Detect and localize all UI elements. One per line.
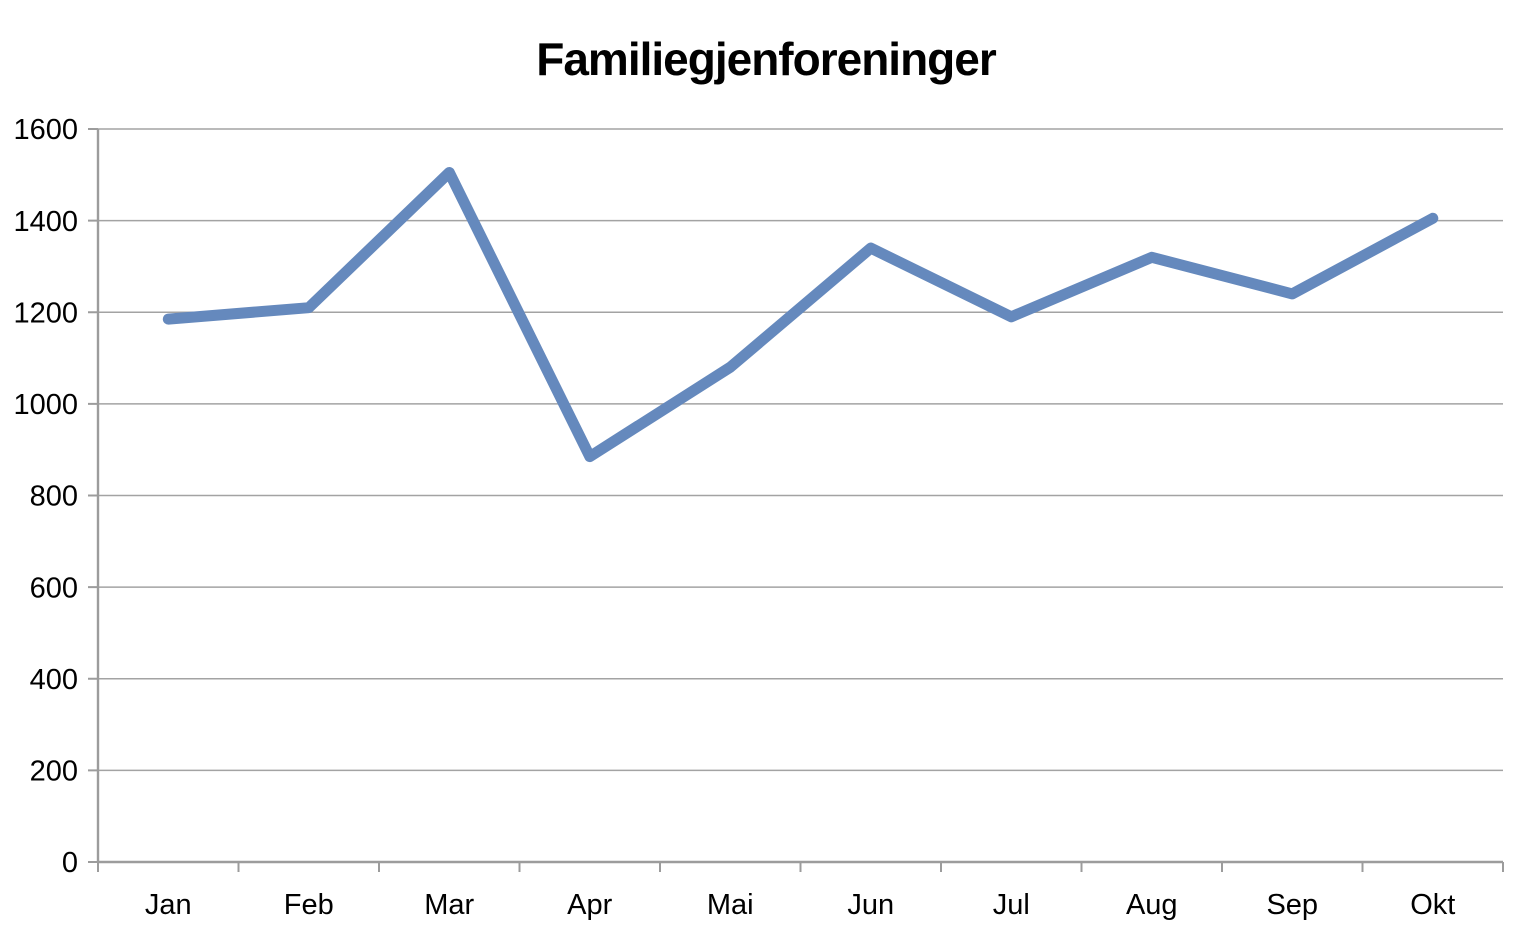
y-axis-label: 1400 — [13, 206, 78, 238]
x-axis-label: Jun — [847, 889, 894, 921]
x-axis-label: Apr — [567, 889, 612, 921]
chart-title: Familiegjenforeninger — [536, 33, 997, 85]
y-axis-label: 0 — [62, 847, 78, 879]
y-axis-label: 800 — [30, 481, 78, 513]
x-axis-label: Aug — [1126, 889, 1178, 921]
x-axis-label: Jan — [145, 889, 192, 921]
x-axis-label: Jul — [993, 889, 1030, 921]
y-axis-label: 200 — [30, 756, 78, 788]
x-axis-label: Mar — [424, 889, 474, 921]
x-axis-label: Sep — [1266, 889, 1318, 921]
x-axis-label: Okt — [1410, 889, 1455, 921]
x-axis-label: Mai — [707, 889, 754, 921]
y-axis-label: 1000 — [13, 389, 78, 421]
y-axis-label: 400 — [30, 664, 78, 696]
y-axis-label: 600 — [30, 572, 78, 604]
y-axis-label: 1600 — [13, 114, 78, 146]
x-axis-label: Feb — [284, 889, 334, 921]
data-series-line — [162, 167, 1439, 463]
y-axis-label: 1200 — [13, 297, 78, 329]
